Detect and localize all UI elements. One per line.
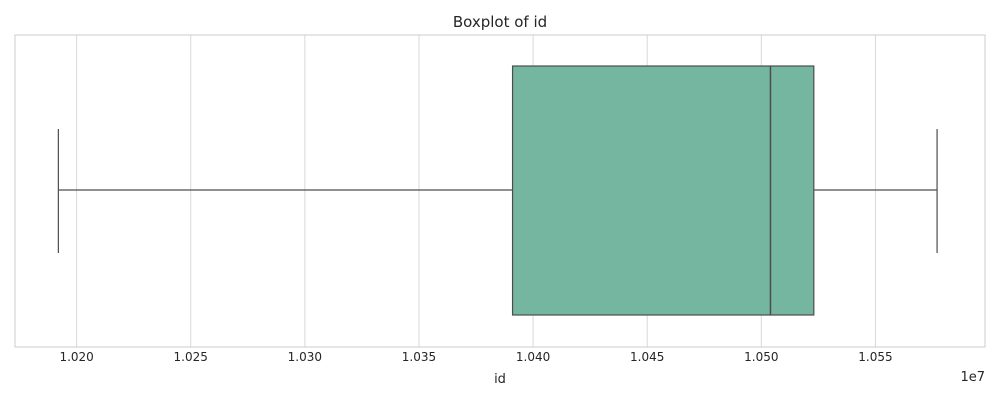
x-axis-label: id — [494, 372, 506, 387]
x-tick-label: 1.025 — [174, 350, 208, 364]
x-tick-label: 1.055 — [858, 350, 892, 364]
x-tick-label: 1.020 — [59, 350, 93, 364]
x-tick-label: 1.035 — [402, 350, 436, 364]
box-layer — [57, 65, 938, 316]
chart-title: Boxplot of id — [453, 13, 547, 31]
plot-frame — [14, 34, 986, 348]
iqr-box — [511, 65, 815, 316]
x-tick-labels: 1.020 1.025 1.030 1.035 1.040 1.045 1.050 1.055 — [59, 350, 892, 364]
x-tick-label: 1.040 — [516, 350, 550, 364]
x-tick-label: 1.030 — [288, 350, 322, 364]
x-tick-label: 1.045 — [630, 350, 664, 364]
axis-offset-label: 1e7 — [960, 370, 985, 385]
x-tick-label: 1.050 — [744, 350, 778, 364]
